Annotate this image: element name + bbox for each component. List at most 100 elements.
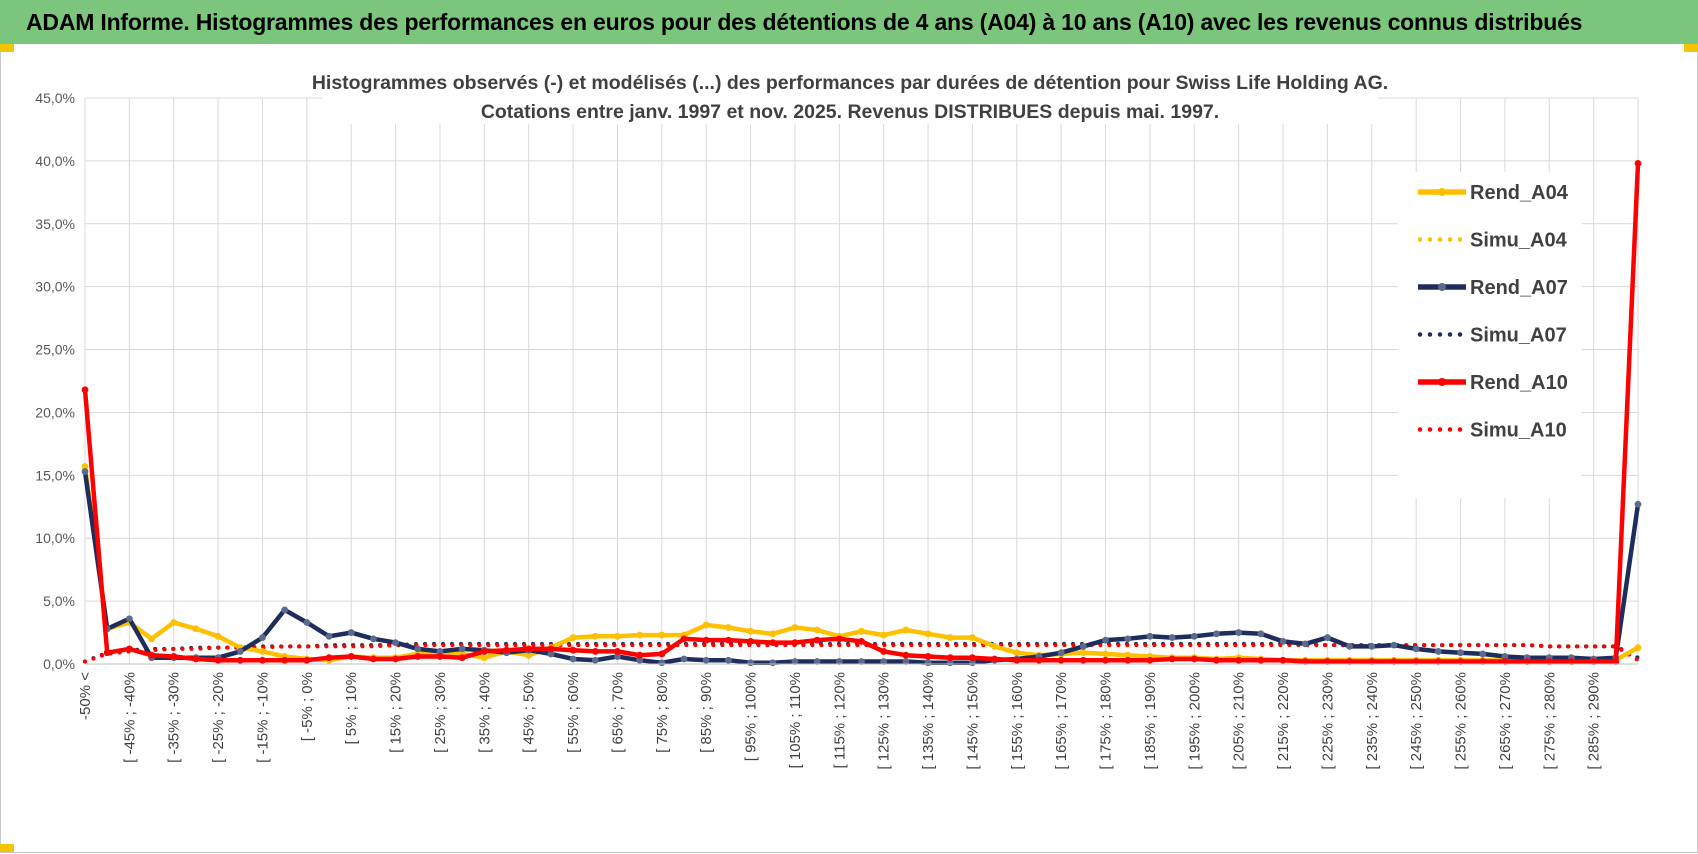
data-point-rend_a07 xyxy=(1479,650,1487,658)
data-point-rend_a10 xyxy=(458,654,466,662)
x-tick-label: [ -25% ; -20% xyxy=(210,672,227,763)
data-point-rend_a07 xyxy=(547,650,555,658)
y-tick-label: 35,0% xyxy=(35,216,75,232)
data-point-rend_a10 xyxy=(1634,160,1642,167)
data-point-rend_a10 xyxy=(569,646,577,654)
data-point-rend_a04 xyxy=(858,627,865,635)
data-point-rend_a10 xyxy=(1324,658,1331,665)
data-point-rend_a10 xyxy=(813,636,821,644)
y-tick-label: 10,0% xyxy=(35,530,75,546)
data-point-rend_a04 xyxy=(1102,650,1109,658)
x-tick-label: [ 45% ; 50% xyxy=(521,672,538,753)
x-tick-label: [ 255% ; 260% xyxy=(1453,672,1470,770)
x-tick-label: [ 95% ; 100% xyxy=(743,672,760,761)
data-point-rend_a10 xyxy=(835,635,843,643)
x-tick-label: [ 175% ; 180% xyxy=(1098,672,1115,770)
data-point-rend_a04 xyxy=(636,631,644,639)
data-point-rend_a07 xyxy=(1190,632,1198,640)
data-point-rend_a04 xyxy=(259,648,266,655)
data-point-rend_a07 xyxy=(458,645,466,653)
data-point-rend_a07 xyxy=(1079,642,1087,650)
data-point-rend_a10 xyxy=(1057,656,1065,664)
data-point-rend_a10 xyxy=(214,656,222,664)
data-point-rend_a07 xyxy=(835,658,843,665)
x-tick-label: [ 75% ; 80% xyxy=(654,672,671,753)
legend-label-rend_a10: Rend_A10 xyxy=(1470,372,1568,394)
data-point-rend_a07 xyxy=(1124,635,1132,643)
data-point-rend_a07 xyxy=(791,658,799,665)
x-tick-label: [ 25% ; 30% xyxy=(432,672,449,753)
data-point-rend_a07 xyxy=(702,656,710,664)
data-point-rend_a07 xyxy=(1257,630,1265,638)
y-tick-label: 20,0% xyxy=(35,404,75,420)
data-point-rend_a04 xyxy=(170,619,178,626)
x-tick-label: [ 185% ; 190% xyxy=(1142,672,1159,770)
data-point-rend_a10 xyxy=(1368,658,1376,665)
data-point-rend_a04 xyxy=(747,627,754,635)
data-point-rend_a10 xyxy=(525,645,533,653)
data-point-rend_a10 xyxy=(658,650,666,658)
data-point-rend_a07 xyxy=(1168,634,1176,641)
chart-title-background xyxy=(322,62,1378,124)
data-point-rend_a07 xyxy=(658,659,666,667)
legend: Rend_A04 Simu_A04 Rend_A07 Simu_A07 Rend_A10… xyxy=(1398,172,1582,498)
data-point-rend_a10 xyxy=(991,655,999,663)
data-point-rend_a10 xyxy=(1279,656,1287,664)
data-point-rend_a10 xyxy=(858,637,865,645)
data-point-rend_a04 xyxy=(880,631,888,639)
data-point-rend_a10 xyxy=(436,653,444,660)
data-point-rend_a04 xyxy=(480,654,488,662)
data-point-rend_a07 xyxy=(747,659,754,667)
data-point-rend_a10 xyxy=(591,648,599,655)
data-point-rend_a10 xyxy=(702,636,710,644)
data-point-rend_a07 xyxy=(858,658,865,665)
x-tick-label: [ 145% ; 150% xyxy=(964,672,981,770)
data-point-rend_a07 xyxy=(436,648,444,655)
x-tick-label: [ 55% ; 60% xyxy=(565,672,582,753)
data-point-rend_a10 xyxy=(1612,658,1620,665)
data-point-rend_a07 xyxy=(1102,636,1109,644)
data-point-rend_a10 xyxy=(1390,658,1398,665)
data-point-rend_a04 xyxy=(569,634,577,641)
data-point-rend_a07 xyxy=(81,468,89,475)
x-tick-label: [ 245% ; 250% xyxy=(1408,672,1425,770)
data-point-rend_a10 xyxy=(480,648,488,655)
data-point-rend_a07 xyxy=(1501,653,1509,660)
histogram-line-chart: 0,0% 5,0% 10,0% 15,0% 20,0% 25,0% 30,0% 35,0% 40… xyxy=(35,62,1642,770)
data-point-rend_a10 xyxy=(1523,658,1531,665)
x-tick-label: [ 235% ; 240% xyxy=(1364,672,1381,770)
data-point-rend_a10 xyxy=(503,646,510,654)
legend-label-simu_a04: Simu_A04 xyxy=(1470,230,1568,252)
data-point-rend_a10 xyxy=(103,649,111,657)
data-point-rend_a07 xyxy=(880,658,888,665)
data-point-rend_a10 xyxy=(1102,656,1109,664)
data-point-rend_a10 xyxy=(1235,656,1243,664)
frame-corner-marker xyxy=(0,844,14,852)
data-point-rend_a07 xyxy=(414,645,422,653)
data-point-rend_a07 xyxy=(1457,649,1464,657)
data-point-rend_a04 xyxy=(192,625,200,633)
data-point-rend_a10 xyxy=(1412,658,1420,665)
x-tick-label: [ 135% ; 140% xyxy=(920,672,937,770)
data-point-rend_a07 xyxy=(1213,630,1220,638)
data-point-rend_a10 xyxy=(1168,655,1176,663)
y-tick-label: 40,0% xyxy=(35,153,75,169)
data-point-rend_a07 xyxy=(281,606,289,614)
data-point-rend_a10 xyxy=(1213,656,1220,664)
y-tick-label: 5,0% xyxy=(43,593,75,609)
frame-corner-marker xyxy=(0,44,14,52)
report-title: ADAM Informe. Histogrammes des performan… xyxy=(26,8,1583,35)
data-point-rend_a10 xyxy=(747,637,754,645)
data-point-rend_a07 xyxy=(1390,641,1398,649)
data-point-rend_a10 xyxy=(236,656,244,664)
data-point-rend_a04 xyxy=(702,621,710,629)
data-point-rend_a10 xyxy=(1257,656,1265,664)
data-point-rend_a07 xyxy=(1146,632,1154,640)
data-point-rend_a07 xyxy=(636,656,644,664)
data-point-rend_a04 xyxy=(81,463,89,470)
data-point-rend_a10 xyxy=(1346,658,1353,665)
x-tick-label: [ 205% ; 210% xyxy=(1231,672,1248,770)
data-point-rend_a10 xyxy=(880,648,888,655)
data-point-rend_a10 xyxy=(1013,656,1021,664)
data-point-rend_a10 xyxy=(1457,658,1464,665)
